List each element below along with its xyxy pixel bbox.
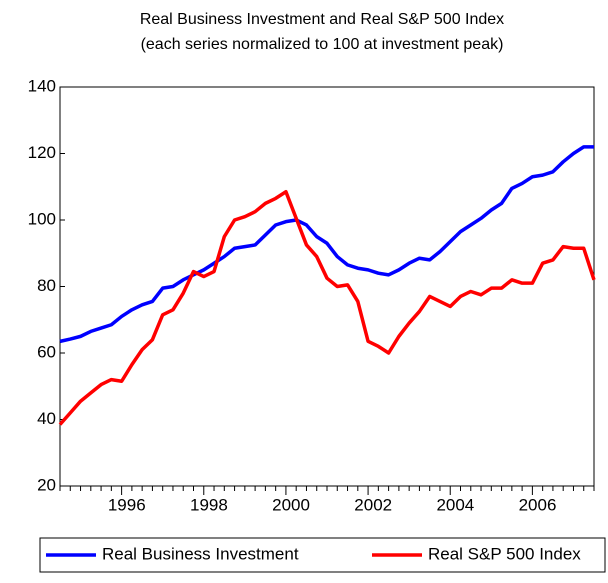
x-tick-label: 2002	[354, 495, 392, 514]
legend-label: Real Business Investment	[102, 544, 299, 563]
y-tick-label: 20	[37, 475, 56, 494]
y-tick-label: 140	[28, 76, 56, 95]
chart-subtitle: (each series normalized to 100 at invest…	[141, 36, 504, 53]
y-tick-label: 60	[37, 342, 56, 361]
legend-label: Real S&P 500 Index	[428, 544, 581, 563]
y-tick-label: 40	[37, 409, 56, 428]
x-tick-label: 2004	[436, 495, 474, 514]
x-tick-label: 1998	[190, 495, 228, 514]
x-tick-label: 1996	[108, 495, 146, 514]
y-tick-label: 100	[28, 209, 56, 228]
x-tick-label: 2000	[272, 495, 310, 514]
legend-box	[39, 537, 606, 573]
x-tick-label: 2006	[519, 495, 557, 514]
series-line	[58, 189, 596, 426]
series-line	[59, 145, 594, 344]
y-tick-label: 80	[37, 276, 56, 295]
plot-frame	[59, 86, 595, 487]
y-tick-label: 120	[28, 143, 56, 162]
chart-title: Real Business Investment and Real S&P 50…	[140, 11, 504, 28]
